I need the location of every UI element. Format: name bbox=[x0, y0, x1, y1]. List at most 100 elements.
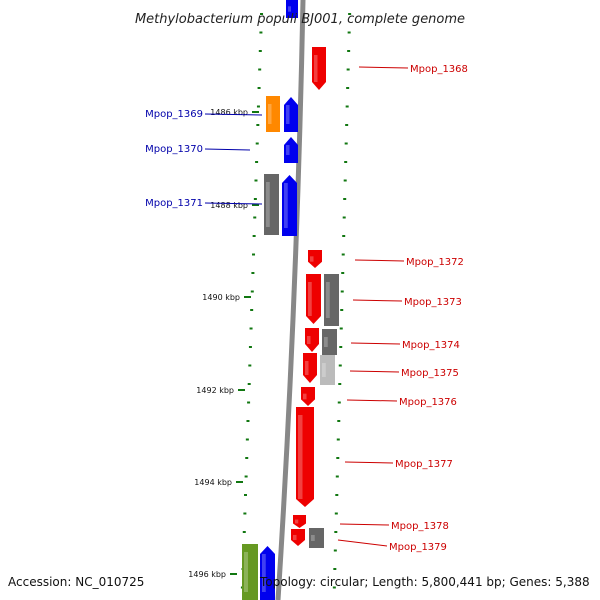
gene-mpop-1375[interactable] bbox=[303, 353, 317, 383]
track-dot bbox=[247, 401, 251, 404]
gene-label-leader bbox=[204, 202, 263, 205]
track-dot bbox=[246, 420, 250, 422]
track-dot bbox=[254, 179, 258, 182]
gene-mpop-1379-grey[interactable] bbox=[309, 528, 324, 548]
gene-mpop-1376[interactable] bbox=[301, 387, 315, 406]
track-dot bbox=[247, 383, 251, 385]
track-dot bbox=[334, 531, 338, 533]
gene-mpop-1373-grey-shade bbox=[326, 282, 330, 318]
track-dot bbox=[336, 438, 340, 441]
gene-mpop-1377[interactable] bbox=[296, 407, 314, 507]
scale-tick bbox=[238, 389, 245, 391]
gene-mpop-1372-shade bbox=[310, 256, 314, 262]
gene-mpop-1368-shade bbox=[314, 55, 318, 82]
gene-label-leader bbox=[337, 539, 388, 547]
track-dot bbox=[341, 253, 345, 256]
track-dot bbox=[342, 235, 346, 237]
track-dot bbox=[245, 438, 249, 441]
gene-label-mpop-1371[interactable]: Mpop_1371 bbox=[145, 198, 203, 209]
gene-mpop-1368[interactable] bbox=[312, 47, 326, 90]
gene-mpop-1371[interactable] bbox=[282, 175, 297, 236]
gene-label-leader bbox=[346, 399, 398, 402]
track-dot bbox=[337, 420, 341, 422]
track-dot bbox=[250, 309, 254, 311]
gene-mpop-1369-orange[interactable] bbox=[266, 96, 280, 132]
track-dot bbox=[345, 124, 349, 126]
gene-mpop-1378[interactable] bbox=[293, 515, 306, 528]
map-title: Methylobacterium populi BJ001, complete … bbox=[135, 12, 465, 27]
track-dot bbox=[253, 198, 257, 200]
track-dot bbox=[339, 346, 343, 348]
gene-label-leader bbox=[344, 461, 394, 464]
scale-label: 1496 kbp bbox=[188, 570, 226, 579]
gene-forward-bottom-shade bbox=[262, 554, 266, 592]
scale-ticks: 1486 kbp 1488 kbp 1490 kbp 1492 kbp 1494 kbp… bbox=[188, 108, 259, 579]
track-dot bbox=[259, 31, 263, 34]
gene-label-mpop-1376[interactable]: Mpop_1376 bbox=[399, 397, 457, 408]
track-dot bbox=[251, 272, 255, 274]
track-dot bbox=[348, 13, 352, 15]
gene-mpop-1371-grey[interactable] bbox=[264, 174, 279, 235]
gene-mpop-1372[interactable] bbox=[308, 250, 322, 268]
gene-mpop-1378-shade bbox=[295, 519, 299, 524]
gene-label-mpop-1378[interactable]: Mpop_1378 bbox=[391, 521, 449, 532]
gene-mpop-1373[interactable] bbox=[306, 274, 321, 324]
track-dot bbox=[335, 494, 339, 496]
gene-label-mpop-1375[interactable]: Mpop_1375 bbox=[401, 368, 459, 379]
gene-mpop-1369-shade bbox=[286, 105, 290, 124]
gene-mpop-1379-shade bbox=[293, 534, 297, 541]
gene-features bbox=[242, 0, 339, 600]
track-dot bbox=[345, 105, 349, 108]
gene-mpop-1370[interactable] bbox=[284, 137, 298, 163]
gene-label-mpop-1369[interactable]: Mpop_1369 bbox=[145, 109, 203, 120]
gene-mpop-1375-grey-shade bbox=[322, 363, 326, 377]
gene-mpop-1367[interactable] bbox=[286, 0, 298, 18]
gene-label-leader bbox=[354, 259, 405, 262]
gene-mpop-1375-shade bbox=[305, 361, 309, 375]
gene-label-mpop-1373[interactable]: Mpop_1373 bbox=[404, 297, 462, 308]
scale-tick bbox=[236, 481, 243, 483]
gene-olive[interactable] bbox=[242, 544, 258, 600]
gene-mpop-1377-shade bbox=[298, 415, 303, 499]
track-dot bbox=[346, 68, 350, 71]
track-dot bbox=[253, 216, 257, 219]
accession-text: Accession: NC_010725 bbox=[8, 575, 144, 589]
scale-label: 1494 kbp bbox=[194, 478, 232, 487]
gene-label-leader bbox=[350, 342, 401, 345]
gene-label-mpop-1374[interactable]: Mpop_1374 bbox=[402, 340, 460, 351]
gene-mpop-1373-grey[interactable] bbox=[324, 274, 339, 326]
track-dot bbox=[256, 105, 260, 108]
track-dot bbox=[245, 457, 249, 459]
track-dot bbox=[248, 346, 252, 348]
track-dot bbox=[343, 179, 347, 182]
gene-mpop-1379-grey-shade bbox=[311, 535, 315, 541]
gene-label-leader bbox=[204, 113, 263, 116]
track-dot bbox=[258, 68, 262, 71]
track-dot bbox=[342, 216, 346, 219]
gene-label-mpop-1370[interactable]: Mpop_1370 bbox=[145, 144, 203, 155]
gene-mpop-1371-shade bbox=[284, 183, 288, 228]
gene-mpop-1379[interactable] bbox=[291, 529, 305, 546]
gene-mpop-1374[interactable] bbox=[305, 328, 319, 352]
track-dot bbox=[242, 531, 246, 533]
gene-mpop-1367-shade bbox=[288, 6, 291, 12]
scale-label: 1488 kbp bbox=[210, 201, 248, 210]
gene-mpop-1369[interactable] bbox=[284, 97, 298, 132]
gene-label-leader bbox=[358, 66, 409, 69]
track-dot bbox=[338, 364, 342, 367]
gene-mpop-1375-grey[interactable] bbox=[320, 355, 335, 385]
gene-label-leader bbox=[204, 148, 251, 151]
gene-labels: Mpop_1369 Mpop_1370 Mpop_1371 Mpop_1368 Mpop… bbox=[145, 64, 468, 553]
scale-tick bbox=[244, 296, 251, 298]
gene-label-mpop-1379[interactable]: Mpop_1379 bbox=[389, 542, 447, 553]
track-dot bbox=[260, 13, 264, 15]
gene-label-mpop-1372[interactable]: Mpop_1372 bbox=[406, 257, 464, 268]
gene-mpop-1373-shade bbox=[308, 282, 312, 316]
track-dot bbox=[339, 327, 343, 330]
gene-forward-bottom[interactable] bbox=[260, 546, 275, 600]
gene-label-leader bbox=[352, 299, 403, 302]
gene-label-mpop-1377[interactable]: Mpop_1377 bbox=[395, 459, 453, 470]
gene-mpop-1374-grey[interactable] bbox=[322, 329, 337, 355]
track-dot bbox=[252, 235, 256, 237]
gene-label-mpop-1368[interactable]: Mpop_1368 bbox=[410, 64, 468, 75]
